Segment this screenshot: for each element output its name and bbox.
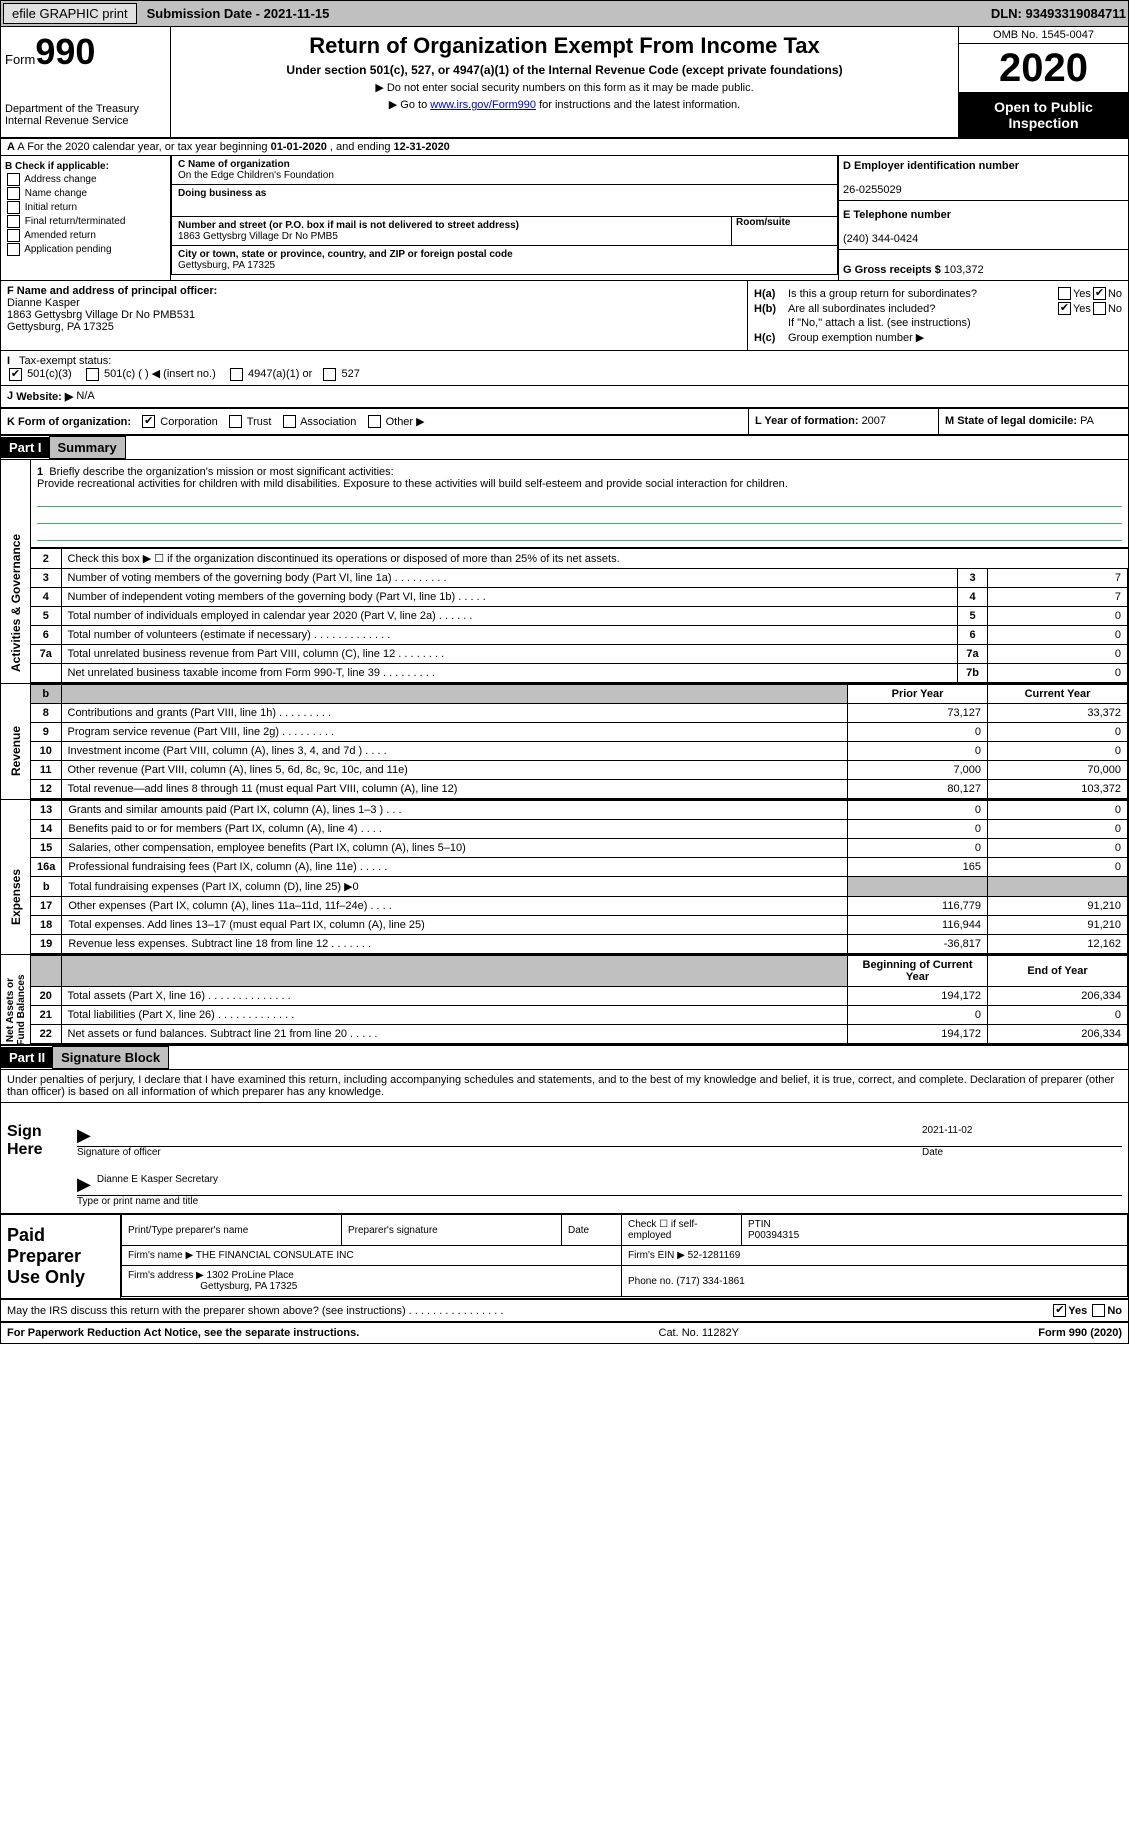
dept-treasury: Department of the Treasury Internal Reve… xyxy=(5,103,166,127)
form-number: Form990 xyxy=(5,31,166,73)
part-i-header: Part I xyxy=(1,437,50,458)
tax-year: 2020 xyxy=(959,44,1128,93)
form-footer: For Paperwork Reduction Act Notice, see … xyxy=(1,1323,1128,1343)
cb-assoc[interactable] xyxy=(283,415,296,428)
cb-527[interactable] xyxy=(323,368,336,381)
vtab-expenses: Expenses xyxy=(1,800,31,954)
cb-trust[interactable] xyxy=(229,415,242,428)
cb-corp[interactable] xyxy=(142,415,155,428)
cb-name-change[interactable] xyxy=(7,187,20,200)
arrow-icon: ▶ xyxy=(77,1174,91,1195)
cb-address-change[interactable] xyxy=(7,173,20,186)
form-title: Return of Organization Exempt From Incom… xyxy=(177,33,952,59)
cb-hb-no[interactable] xyxy=(1093,302,1106,315)
arrow-icon: ▶ xyxy=(77,1125,91,1146)
note-goto: ▶ Go to www.irs.gov/Form990 for instruct… xyxy=(177,98,952,111)
signature-declaration: Under penalties of perjury, I declare th… xyxy=(1,1070,1128,1103)
discuss-with-preparer: May the IRS discuss this return with the… xyxy=(1,1300,1128,1323)
cb-final-return[interactable] xyxy=(7,215,20,228)
row-i-tax-status: I Tax-exempt status: 501(c)(3) 501(c) ( … xyxy=(1,351,1128,385)
cb-discuss-no[interactable] xyxy=(1092,1304,1105,1317)
cb-501c[interactable] xyxy=(86,368,99,381)
form-subtitle: Under section 501(c), 527, or 4947(a)(1)… xyxy=(177,63,952,77)
box-h: H(a) Is this a group return for subordin… xyxy=(748,281,1128,350)
cb-4947[interactable] xyxy=(230,368,243,381)
section-b-checkboxes: B Check if applicable: Address change Na… xyxy=(1,156,171,280)
box-e-phone: E Telephone number (240) 344-0424 xyxy=(839,205,1128,250)
dln: DLN: 93493319084711 xyxy=(991,6,1126,21)
vtab-net-assets: Net Assets or Fund Balances xyxy=(1,955,31,1044)
paid-preparer-block: Paid Preparer Use Only Print/Type prepar… xyxy=(1,1215,1128,1300)
row-a-tax-year: A A For the 2020 calendar year, or tax y… xyxy=(1,139,1128,156)
omb-number: OMB No. 1545-0047 xyxy=(959,27,1128,44)
line-1-mission: 1 Briefly describe the organization's mi… xyxy=(31,460,1128,548)
row-k-org-form: K Form of organization: Corporation Trus… xyxy=(1,409,748,435)
vtab-revenue: Revenue xyxy=(1,684,31,799)
box-d-ein: D Employer identification number 26-0255… xyxy=(839,156,1128,201)
row-m-state: M State of legal domicile: PA xyxy=(938,409,1128,435)
box-g-gross: G Gross receipts $ 103,372 xyxy=(843,254,1124,276)
topbar: efile GRAPHIC print Submission Date - 20… xyxy=(0,0,1129,27)
open-to-public: Open to Public Inspection xyxy=(959,93,1128,137)
submission-date: Submission Date - 2021-11-15 xyxy=(147,6,330,21)
efile-print-button[interactable]: efile GRAPHIC print xyxy=(3,3,137,24)
box-c-dba: Doing business as xyxy=(171,185,838,217)
cb-hb-yes[interactable] xyxy=(1058,302,1071,315)
cb-discuss-yes[interactable] xyxy=(1053,1304,1066,1317)
cb-amended[interactable] xyxy=(7,229,20,242)
vtab-governance: Activities & Governance xyxy=(1,460,31,683)
box-c-city: City or town, state or province, country… xyxy=(171,246,838,275)
cb-501c3[interactable] xyxy=(9,368,22,381)
part-i-title: Summary xyxy=(49,436,126,459)
cb-initial-return[interactable] xyxy=(7,201,20,214)
form-990: Form990 Department of the Treasury Inter… xyxy=(0,26,1129,1344)
note-ssn: ▶ Do not enter social security numbers o… xyxy=(177,81,952,94)
cb-ha-yes[interactable] xyxy=(1058,287,1071,300)
cb-ha-no[interactable] xyxy=(1093,287,1106,300)
box-c-name: C Name of organization On the Edge Child… xyxy=(171,155,838,185)
part-ii-title: Signature Block xyxy=(52,1046,169,1069)
row-j-website: J Website: ▶ N/A xyxy=(1,386,1128,409)
box-c-address: Number and street (or P.O. box if mail i… xyxy=(171,217,838,246)
cb-app-pending[interactable] xyxy=(7,243,20,256)
sign-here-block: Sign Here ▶ 2021-11-02 Signature of offi… xyxy=(1,1103,1128,1215)
box-f-officer: F Name and address of principal officer:… xyxy=(1,281,748,350)
row-l-year: L Year of formation: 2007 xyxy=(748,409,938,435)
form990-link[interactable]: www.irs.gov/Form990 xyxy=(430,99,536,111)
cb-other[interactable] xyxy=(368,415,381,428)
